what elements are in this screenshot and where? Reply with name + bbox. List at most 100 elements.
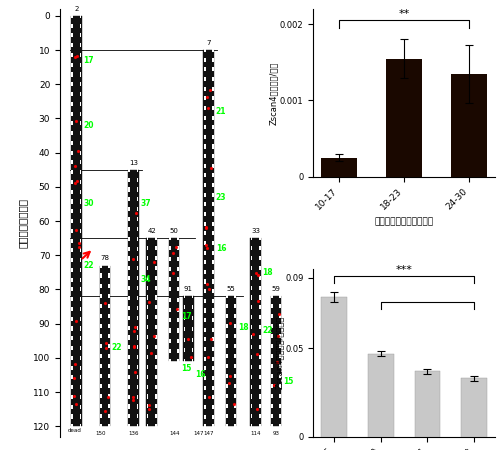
- Bar: [72, 375, 73, 379]
- Bar: [72, 180, 73, 184]
- Bar: [72, 317, 73, 321]
- Bar: [280, 334, 281, 338]
- Text: 18: 18: [262, 268, 273, 277]
- Bar: [80, 112, 81, 116]
- Bar: [271, 364, 273, 368]
- Bar: [212, 357, 214, 361]
- Bar: [192, 305, 194, 309]
- Bar: [212, 260, 214, 264]
- Text: 23: 23: [216, 193, 226, 202]
- Bar: [234, 374, 236, 378]
- Text: 147: 147: [204, 432, 214, 436]
- Bar: [280, 314, 281, 318]
- Bar: [136, 266, 138, 270]
- Bar: [368, 354, 394, 436]
- Text: 37: 37: [140, 199, 151, 208]
- Bar: [271, 324, 273, 328]
- Bar: [136, 414, 138, 419]
- Bar: [80, 326, 81, 331]
- Bar: [271, 424, 273, 428]
- Bar: [169, 277, 171, 281]
- Bar: [204, 154, 206, 158]
- Bar: [204, 116, 206, 120]
- Bar: [80, 405, 81, 409]
- Bar: [80, 219, 81, 223]
- Bar: [155, 335, 156, 339]
- Bar: [155, 236, 156, 240]
- Bar: [128, 256, 130, 261]
- Bar: [251, 315, 252, 320]
- Bar: [128, 335, 130, 339]
- Bar: [234, 384, 236, 388]
- Bar: [204, 96, 206, 100]
- Bar: [72, 219, 73, 223]
- Bar: [147, 276, 148, 280]
- Bar: [251, 355, 252, 359]
- Bar: [147, 306, 148, 310]
- Bar: [259, 266, 260, 270]
- Bar: [183, 296, 194, 361]
- Bar: [280, 424, 281, 428]
- Bar: [136, 405, 138, 409]
- Bar: [72, 424, 73, 428]
- Bar: [212, 221, 214, 226]
- Bar: [72, 405, 73, 409]
- Bar: [178, 328, 179, 333]
- Bar: [212, 376, 214, 380]
- Bar: [251, 395, 252, 399]
- Bar: [226, 404, 228, 408]
- Text: 15: 15: [181, 364, 192, 373]
- Bar: [72, 385, 73, 389]
- Bar: [234, 334, 236, 338]
- Bar: [155, 385, 156, 389]
- Bar: [147, 256, 148, 260]
- Bar: [212, 116, 214, 120]
- Bar: [155, 414, 156, 419]
- Bar: [72, 209, 73, 213]
- Bar: [100, 404, 102, 408]
- Bar: [128, 266, 130, 270]
- Bar: [259, 306, 260, 310]
- Bar: [128, 276, 130, 280]
- Bar: [212, 386, 214, 390]
- Text: **: **: [398, 9, 409, 19]
- Text: 16: 16: [216, 244, 226, 253]
- Bar: [155, 405, 156, 409]
- Bar: [251, 345, 252, 349]
- Bar: [136, 276, 138, 280]
- Bar: [136, 187, 138, 192]
- Y-axis label: 観察時間（時間）: 観察時間（時間）: [18, 198, 28, 248]
- Bar: [136, 168, 138, 172]
- Bar: [72, 14, 73, 18]
- Bar: [100, 384, 102, 388]
- Bar: [128, 178, 130, 182]
- Bar: [204, 357, 206, 361]
- Bar: [136, 217, 138, 221]
- Bar: [136, 207, 138, 211]
- Bar: [147, 345, 148, 349]
- Bar: [280, 364, 281, 368]
- Bar: [204, 279, 206, 284]
- Bar: [136, 315, 138, 320]
- Bar: [72, 72, 73, 76]
- Bar: [212, 299, 214, 303]
- Bar: [280, 374, 281, 378]
- Bar: [128, 286, 130, 290]
- Bar: [204, 376, 206, 380]
- Bar: [128, 345, 130, 349]
- Bar: [280, 344, 281, 348]
- Text: 50: 50: [170, 228, 178, 234]
- Bar: [108, 414, 110, 418]
- Bar: [204, 48, 206, 52]
- Bar: [204, 68, 206, 72]
- Bar: [259, 385, 260, 389]
- Bar: [251, 335, 252, 339]
- Bar: [234, 364, 236, 368]
- Bar: [259, 335, 260, 339]
- Bar: [136, 375, 138, 379]
- Text: 78: 78: [100, 256, 110, 261]
- Bar: [178, 297, 179, 302]
- Text: 147: 147: [194, 432, 204, 436]
- Bar: [80, 170, 81, 174]
- Bar: [147, 365, 148, 369]
